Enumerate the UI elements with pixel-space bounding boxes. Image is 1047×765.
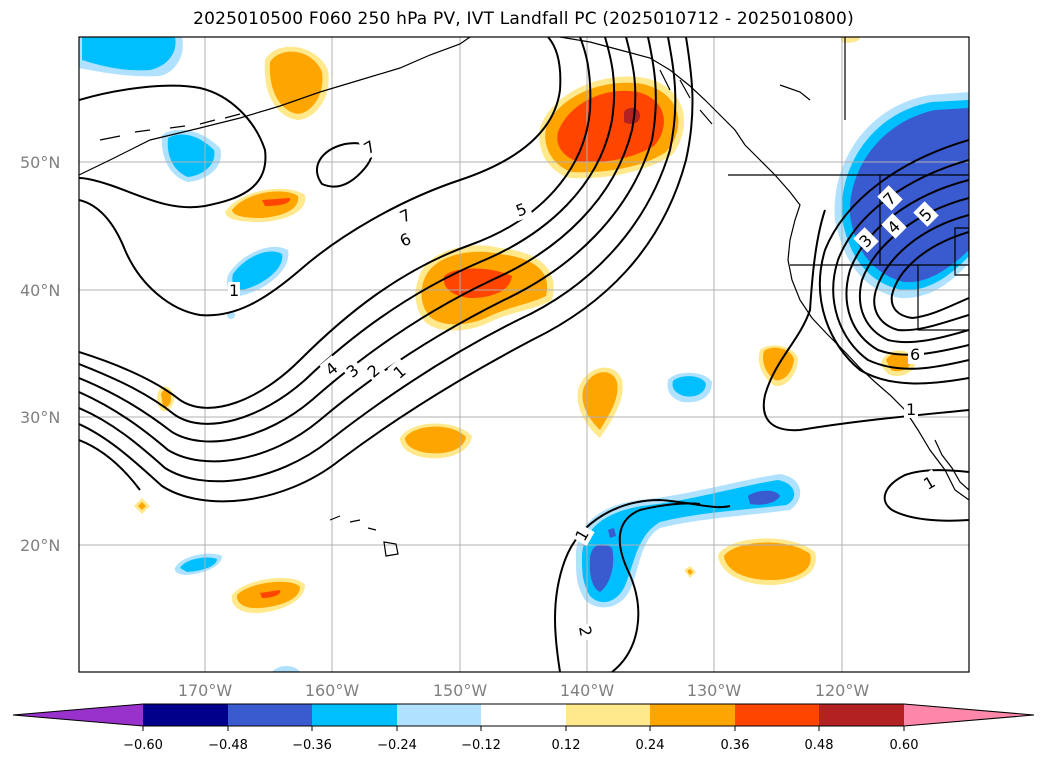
plot-frame xyxy=(78,36,970,673)
lon-label: 140°W xyxy=(560,681,615,700)
contour-line xyxy=(611,502,701,672)
colorbar-swatch xyxy=(397,704,481,726)
lat-label: 20°N xyxy=(20,536,60,555)
lat-label: 40°N xyxy=(20,281,60,300)
pv-negative-anomaly xyxy=(748,490,780,505)
pv-positive-anomaly xyxy=(161,389,171,408)
lon-label: 120°W xyxy=(815,681,870,700)
pv-positive-anomaly xyxy=(687,569,693,575)
pv-positive-anomaly xyxy=(582,372,618,430)
pv-positive-anomaly xyxy=(443,268,512,298)
pv-positive-anomaly xyxy=(624,107,640,124)
pv-positive-anomaly xyxy=(262,198,291,206)
lat-label: 30°N xyxy=(20,408,60,427)
colorbar-tick-label: −0.48 xyxy=(208,738,248,753)
longitude-labels: 170°W 160°W 150°W 140°W 130°W 120°W xyxy=(178,681,870,700)
colorbar-swatch xyxy=(735,704,819,726)
colorbar-tick-label: 0.24 xyxy=(636,738,665,753)
pv-negative-anomaly xyxy=(167,134,215,177)
contour-label: 1 xyxy=(906,400,916,419)
contour-line xyxy=(79,37,694,503)
pv-negative-anomaly xyxy=(608,528,616,538)
state-borders xyxy=(790,175,969,331)
pv-negative-anomaly xyxy=(180,557,217,572)
colorbar-tick-label: 0.48 xyxy=(805,738,834,753)
colorbar-swatch xyxy=(228,704,312,726)
pv-positive-anomaly xyxy=(724,542,811,581)
colorbar-swatch xyxy=(13,704,143,726)
pv-negative-anomaly xyxy=(272,666,300,672)
pv-positive-anomaly xyxy=(840,37,860,43)
colorbar-tick-label: −0.36 xyxy=(292,738,332,753)
colorbar-tick-label: 0.60 xyxy=(890,738,919,753)
colorbar-tick-label: −0.24 xyxy=(377,738,417,753)
pv-positive-anomaly xyxy=(269,51,323,114)
coastal-islands xyxy=(659,69,811,125)
hawaiian-islands xyxy=(329,515,399,557)
gridlines xyxy=(79,37,969,672)
colorbar: −0.60 −0.48 −0.36 −0.24 −0.12 0.12 0.24 … xyxy=(12,703,1035,753)
lon-label: 150°W xyxy=(433,681,488,700)
map-title: 2025010500 F060 250 hPa PV, IVT Landfall… xyxy=(193,9,854,29)
contour-labels: 7 7 6 5 4 3 2 1 1 2 1 1 3 4 xyxy=(228,132,942,642)
aleutian-islands xyxy=(99,113,241,141)
pv-negative-anomaly xyxy=(672,376,706,397)
pv-positive-anomaly xyxy=(138,502,146,510)
contour-line xyxy=(79,37,657,463)
contour-line xyxy=(79,84,267,209)
contour-line xyxy=(79,37,616,425)
contour-line xyxy=(79,37,677,483)
contour-line xyxy=(890,231,969,320)
colorbar-tick-label: −0.60 xyxy=(123,738,163,753)
pv-negative-anomaly xyxy=(82,37,176,71)
pv-negative-anomaly xyxy=(232,251,283,290)
pv-shading xyxy=(79,37,969,672)
colorbar-swatch xyxy=(650,704,735,726)
contour-line xyxy=(818,139,969,385)
colorbar-swatch xyxy=(481,704,566,726)
contour-label: 1 xyxy=(229,281,239,300)
alaska-coast xyxy=(79,37,471,176)
colorbar-swatch xyxy=(566,704,650,726)
western-us-coast xyxy=(934,439,969,491)
lon-label: 170°W xyxy=(178,681,233,700)
lat-label: 50°N xyxy=(20,153,60,172)
colorbar-tick-label: 0.36 xyxy=(721,738,750,753)
pv-negative-anomaly xyxy=(589,544,614,592)
contour-line xyxy=(79,439,141,491)
latitude-labels: 50°N 40°N 30°N 20°N xyxy=(20,153,60,555)
pv-positive-anomaly xyxy=(405,426,466,454)
lon-label: 130°W xyxy=(687,681,742,700)
contour-line xyxy=(79,37,592,409)
pv-negative-anomaly xyxy=(581,480,795,603)
contour-line xyxy=(762,209,969,432)
colorbar-tick-label: −0.12 xyxy=(461,738,501,753)
lon-label: 160°W xyxy=(305,681,360,700)
contour-line xyxy=(79,37,562,317)
pv-positive-anomaly xyxy=(260,590,281,598)
colorbar-swatch xyxy=(904,704,1034,726)
ivt-contours xyxy=(79,37,969,672)
contour-line xyxy=(883,469,969,522)
plot-area: 7 7 6 5 4 3 2 1 1 2 1 1 3 4 xyxy=(79,37,969,672)
contour-label: 2 xyxy=(575,625,595,638)
contour-line xyxy=(873,214,969,332)
colorbar-tick-label: 0.12 xyxy=(552,738,581,753)
contour-line xyxy=(858,197,969,344)
colorbar-swatch xyxy=(143,704,228,726)
colorbar-swatch xyxy=(819,704,904,726)
colorbar-swatch xyxy=(312,704,397,726)
contour-line xyxy=(79,37,637,443)
contour-label: 6 xyxy=(910,345,920,364)
